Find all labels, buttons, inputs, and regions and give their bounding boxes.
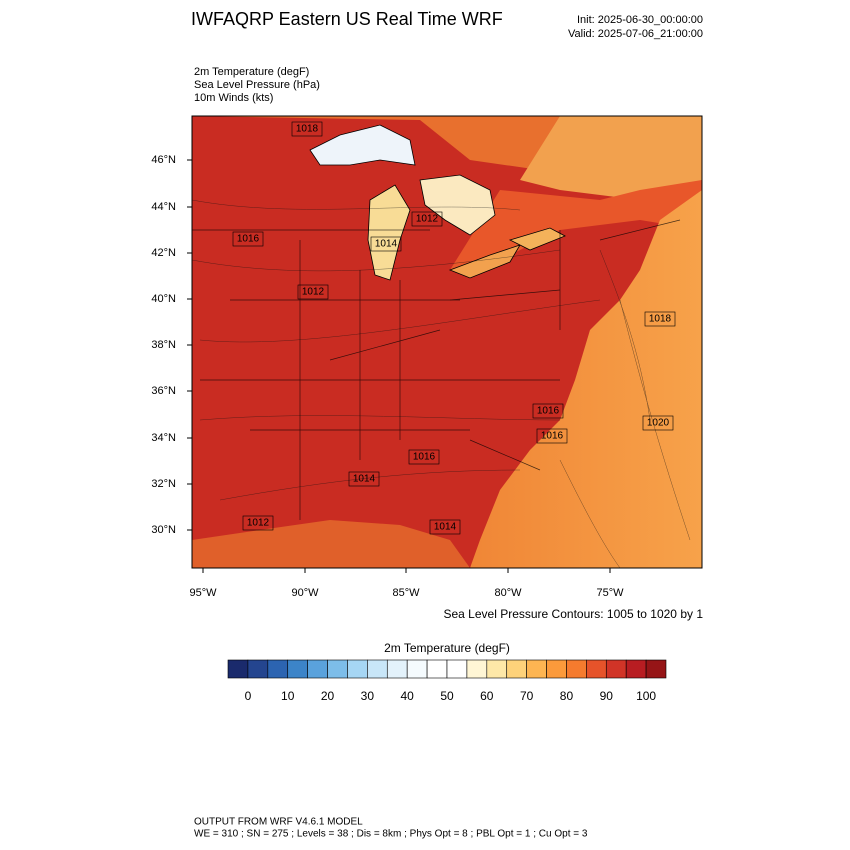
contour-label: 1020 [647,418,670,429]
contour-label: 1016 [541,431,564,442]
colorbar-label: 90 [600,689,614,703]
colorbar-box [327,659,348,679]
contour-label-box [348,471,380,487]
colorbar-box [267,659,289,679]
colorbar-box [566,659,587,679]
lat-label: 30°N [151,524,176,536]
contour-label-box [642,415,674,431]
colorbar-label: 100 [636,689,656,703]
contour-label: 1014 [434,522,457,533]
colorbar-title: 2m Temperature (degF) [384,641,510,655]
colorbar-label: 70 [520,689,534,703]
lat-label: 34°N [151,432,176,444]
colorbar-label: 40 [401,689,415,703]
contour-label-box [408,449,440,465]
map [192,116,702,568]
contour-label: 1014 [375,239,398,250]
colorbar-box [526,659,547,679]
lon-label: 75°W [596,587,624,599]
contour-label-box [532,403,564,419]
contour-label-box [411,211,443,227]
colorbar-box [347,659,368,679]
colorbar-box [386,659,408,679]
colorbar-box [586,659,607,679]
contour-label-box [291,121,323,137]
contour-label-box [242,515,274,531]
colorbar-box [406,659,428,679]
lon-label: 85°W [392,587,420,599]
contour-label-box [644,311,676,327]
field-label: Sea Level Pressure (hPa) [194,79,320,91]
footer-line: WE = 310 ; SN = 275 ; Levels = 38 ; Dis … [194,829,588,840]
lon-label: 80°W [494,587,522,599]
colorbar-box [486,659,508,679]
colorbar-box [247,659,269,679]
contour-label: 1016 [237,234,260,245]
map-frame [191,115,703,569]
lon-label: 90°W [291,587,319,599]
colorbar-box [466,659,488,679]
lat-label: 46°N [151,154,176,166]
field-label: 10m Winds (kts) [194,92,273,104]
contour-label: 1012 [416,214,439,225]
contour-label-box [429,519,461,535]
colorbar-box [506,659,527,679]
contour-label-box [232,231,264,247]
colorbar-label: 30 [361,689,375,703]
colorbar-box [625,659,647,679]
colorbar-label: 0 [245,689,252,703]
contour-label: 1014 [353,474,376,485]
lon-label: 95°W [189,587,217,599]
contour-label: 1012 [302,287,325,298]
colorbar-box [287,659,308,679]
contour-label: 1016 [413,452,436,463]
colorbar-box [605,659,627,679]
colorbar-label: 50 [440,689,454,703]
contour-label: 1012 [247,518,270,529]
colorbar-box [446,659,468,679]
contour-label: 1016 [537,406,560,417]
colorbar-box [426,659,448,679]
contour-label-box [536,428,568,444]
colorbar-label: 10 [281,689,295,703]
init-time: Init: 2025-06-30_00:00:00 [577,14,703,26]
contour-label: 1018 [649,314,672,325]
lat-label: 42°N [151,247,176,259]
field-label: 2m Temperature (degF) [194,66,309,78]
colorbar-box [227,659,249,679]
colorbar-box [546,659,567,679]
colorbar-label: 20 [321,689,335,703]
lat-label: 44°N [151,201,176,213]
colorbar-box [645,659,667,679]
valid-time: Valid: 2025-07-06_21:00:00 [568,28,703,40]
lat-label: 36°N [151,385,176,397]
contour-label: 1018 [296,124,319,135]
colorbar-label: 80 [560,689,574,703]
colorbar-label: 60 [480,689,494,703]
contour-label-box [370,236,402,252]
contour-label-box [297,284,329,300]
lat-label: 40°N [151,293,176,305]
colorbar-box [307,659,328,679]
lat-label: 32°N [151,478,176,490]
contour-note: Sea Level Pressure Contours: 1005 to 102… [444,607,704,621]
lat-label: 38°N [151,339,176,351]
title: IWFAQRP Eastern US Real Time WRF [191,9,503,29]
colorbar-box [367,659,388,679]
footer-line: OUTPUT FROM WRF V4.6.1 MODEL [194,817,363,828]
